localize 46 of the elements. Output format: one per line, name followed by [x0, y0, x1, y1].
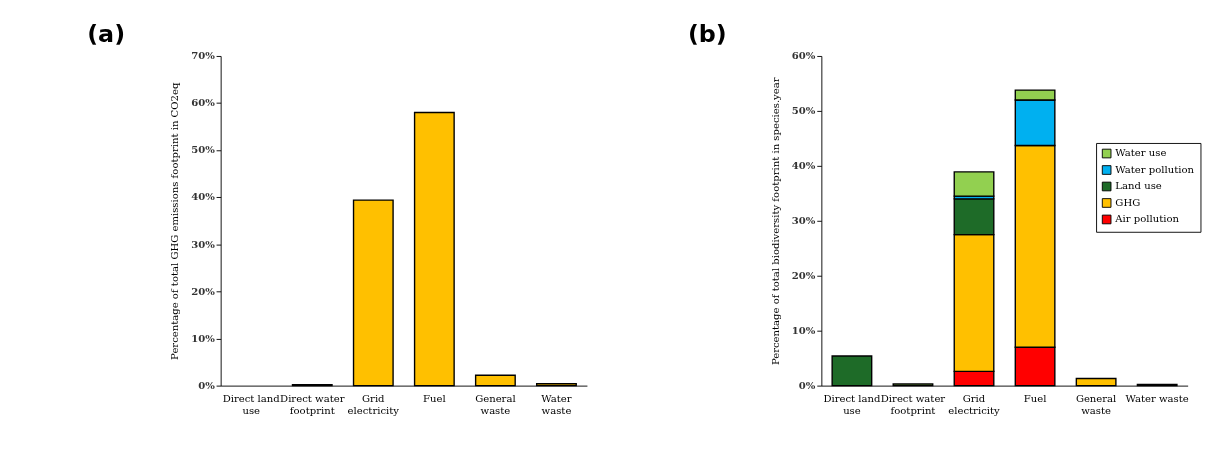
category-label: Fuel — [423, 392, 446, 404]
category-label: use — [843, 404, 861, 416]
y-tick-label: 50% — [191, 144, 216, 156]
legend-label: Land use — [1115, 180, 1162, 192]
legend-label: Water pollution — [1115, 163, 1195, 175]
y-tick-label: 0% — [798, 379, 816, 391]
y-axis-title: Percentage of total GHG emissions footprint in CO2eq — [169, 82, 181, 360]
y-axis-title: Percentage of total biodiversity footprint in species.year — [770, 77, 782, 366]
category-label: Direct land — [823, 392, 881, 404]
category-label: waste — [541, 404, 572, 416]
category-label: Grid — [962, 392, 986, 404]
category-label: footprint — [289, 404, 335, 416]
y-tick-label: 20% — [791, 269, 816, 281]
y-tick-label: 30% — [791, 215, 816, 227]
y-tick-label: 60% — [791, 50, 816, 62]
y-tick-label: 70% — [191, 50, 216, 62]
category-label: Direct water — [880, 392, 946, 404]
y-tick-label: 40% — [791, 160, 816, 172]
category-label: footprint — [890, 404, 936, 416]
category-label: waste — [1081, 404, 1111, 416]
y-tick-label: 50% — [791, 105, 816, 117]
category-label: Direct water — [280, 392, 345, 404]
category-label: Direct land — [222, 392, 280, 404]
y-tick-label: 30% — [191, 238, 216, 250]
category-label: General — [475, 392, 516, 404]
category-label: waste — [480, 404, 511, 416]
y-tick-label: 10% — [191, 332, 216, 344]
category-label: use — [242, 404, 261, 416]
category-label: Grid — [362, 392, 385, 404]
legend-label: Water use — [1115, 147, 1167, 159]
category-label: General — [1075, 392, 1117, 404]
chart-title: (a) — [87, 20, 126, 49]
legend-label: Air pollution — [1114, 213, 1180, 225]
chart-title: (b) — [687, 20, 727, 49]
category-label: Water — [541, 392, 572, 404]
y-tick-label: 10% — [791, 324, 816, 336]
bar — [953, 171, 995, 197]
y-tick-label: 0% — [198, 379, 216, 391]
category-label: electricity — [347, 404, 400, 416]
legend-label: GHG — [1115, 196, 1141, 208]
category-label: electricity — [948, 404, 1000, 416]
y-tick-label: 40% — [191, 191, 216, 203]
y-tick-label: 20% — [191, 285, 216, 297]
category-label: Fuel — [1023, 392, 1047, 404]
y-tick-label: 60% — [191, 97, 216, 109]
category-label: Water waste — [1125, 392, 1189, 404]
